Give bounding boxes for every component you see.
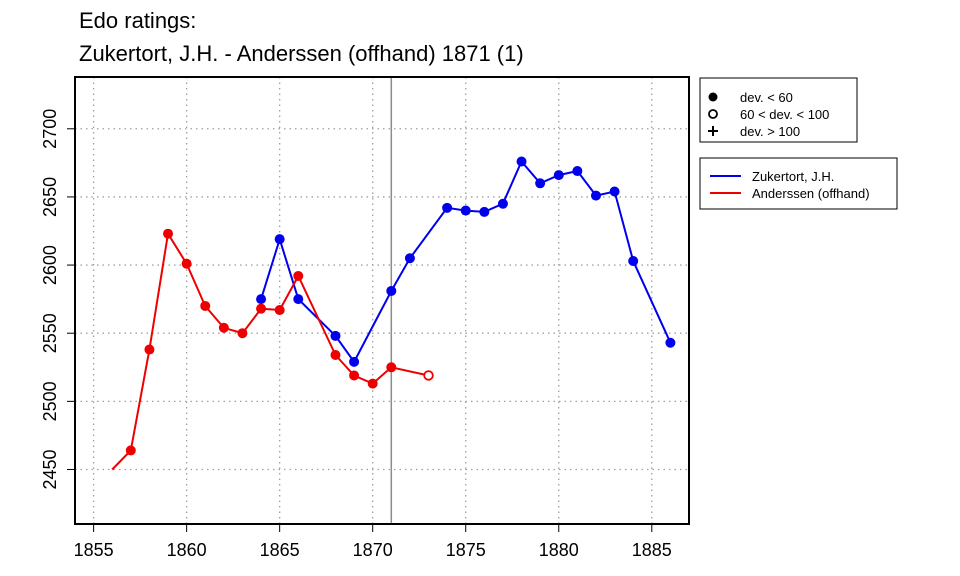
x-tick-label: 1870 — [353, 540, 393, 560]
y-tick-label: 2650 — [40, 177, 60, 217]
x-tick-label: 1865 — [260, 540, 300, 560]
legend-open-marker — [708, 109, 718, 119]
data-point — [330, 330, 341, 341]
y-tick-label: 2550 — [40, 313, 60, 353]
x-tick-label: 1885 — [632, 540, 672, 560]
data-point — [256, 294, 267, 305]
chart-title-line-2: Zukertort, J.H. - Anderssen (offhand) 18… — [79, 41, 524, 66]
data-point — [293, 270, 304, 281]
series-line-0 — [260, 159, 672, 364]
data-point — [404, 253, 415, 264]
y-tick-label: 2600 — [40, 245, 60, 285]
marker-legend-label: dev. > 100 — [740, 124, 800, 139]
data-point — [479, 206, 490, 217]
x-tick-label: 1875 — [446, 540, 486, 560]
data-point — [460, 205, 471, 216]
data-point — [609, 186, 620, 197]
data-point — [349, 356, 360, 367]
x-tick-label: 1880 — [539, 540, 579, 560]
data-point — [274, 305, 285, 316]
data-point — [200, 300, 211, 311]
plot-border — [74, 76, 690, 525]
data-point — [274, 234, 285, 245]
data-point — [349, 370, 360, 381]
data-point — [293, 294, 304, 305]
marker-legend-box — [699, 77, 858, 143]
data-point — [367, 378, 378, 389]
series-legend: Zukertort, J.H. Anderssen (offhand) — [699, 157, 898, 210]
data-point — [497, 198, 508, 209]
data-point-open — [423, 370, 434, 381]
marker-legend-label: 60 < dev. < 100 — [740, 107, 829, 122]
legend-filled-marker — [708, 92, 718, 102]
y-tick-label: 2450 — [40, 449, 60, 489]
data-point — [628, 255, 639, 266]
data-point — [386, 362, 397, 373]
x-tick-label: 1855 — [74, 540, 114, 560]
series-line-1 — [111, 230, 429, 471]
data-point — [256, 303, 267, 314]
series-legend-label: Zukertort, J.H. — [752, 169, 834, 184]
series-legend-box — [699, 157, 898, 210]
data-point — [553, 170, 564, 181]
data-point — [386, 285, 397, 296]
data-point — [218, 322, 229, 333]
data-point — [590, 190, 601, 201]
data-point — [442, 202, 453, 213]
marker-legend: dev. < 60 60 < dev. < 100 dev. > 100 — [699, 77, 858, 143]
data-point — [330, 350, 341, 361]
x-tick-label: 1860 — [167, 540, 207, 560]
chart-title-line-1: Edo ratings: — [79, 8, 197, 33]
y-tick-label: 2500 — [40, 381, 60, 421]
y-tick-label: 2700 — [40, 109, 60, 149]
data-point — [572, 166, 583, 177]
data-point — [516, 156, 527, 167]
data-point — [125, 445, 136, 456]
marker-legend-label: dev. < 60 — [740, 90, 793, 105]
data-point — [163, 228, 174, 239]
series-legend-label: Anderssen (offhand) — [752, 186, 870, 201]
data-point — [237, 328, 248, 339]
data-point — [181, 258, 192, 269]
data-point — [144, 344, 155, 355]
data-point — [665, 337, 676, 348]
data-point — [535, 178, 546, 189]
